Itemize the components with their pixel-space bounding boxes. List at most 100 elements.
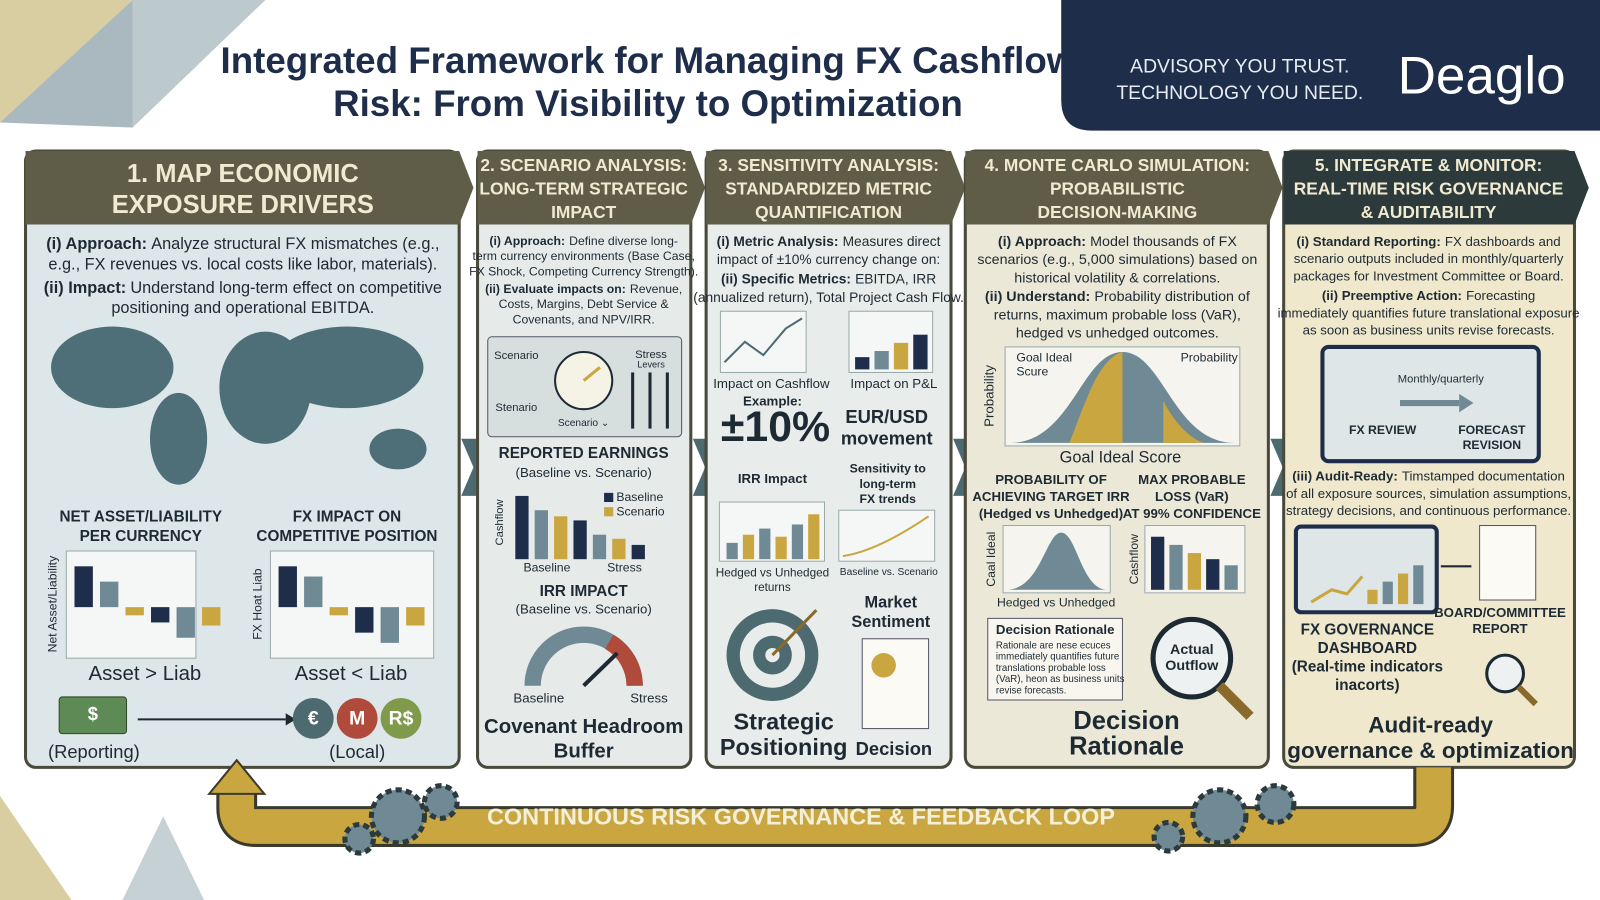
label: (VaR), heon as business units xyxy=(996,674,1125,685)
label: (Baseline vs. Scenario) xyxy=(516,465,652,480)
label: Decision xyxy=(856,738,933,759)
item-line: positioning and operational EBITDA. xyxy=(111,299,374,317)
label: returns xyxy=(754,581,791,594)
loop-label: CONTINUOUS RISK GOVERNANCE & FEEDBACK LO… xyxy=(487,804,1115,830)
decoration xyxy=(1206,559,1220,590)
item-text: positioning and operational EBITDA. xyxy=(111,299,374,317)
panel-heading: EXPOSURE DRIVERS xyxy=(112,191,374,219)
item-text: of all exposure sources, simulation assu… xyxy=(1286,485,1571,500)
label: Rationale xyxy=(1069,733,1184,761)
label: Probability xyxy=(1181,350,1239,364)
item-line: (i) Standard Reporting: FX dashboards and xyxy=(1297,233,1561,248)
decoration xyxy=(1169,544,1183,590)
label: NET ASSET/LIABILITY xyxy=(60,508,223,525)
decoration xyxy=(808,514,820,560)
item-text: FX dashboards and xyxy=(1445,233,1561,248)
dial-needle xyxy=(582,366,601,382)
item-label: (i) Approach: xyxy=(46,235,147,253)
magnifier xyxy=(1150,616,1234,700)
currency-icon xyxy=(380,697,422,739)
item-line: (ii) Preemptive Action: Forecasting xyxy=(1322,287,1535,302)
decoration xyxy=(874,351,889,370)
label: Positioning xyxy=(720,734,848,760)
label: € xyxy=(308,708,319,730)
label: MAX PROBABLE xyxy=(1138,472,1246,487)
label: long-term xyxy=(860,477,917,491)
label: REVISION xyxy=(1463,438,1522,452)
panel-heading: IMPACT xyxy=(551,202,617,222)
magnifier-handle xyxy=(1516,684,1538,707)
label: (Real-time indicators xyxy=(1292,658,1443,675)
decoration xyxy=(534,510,548,560)
chart-frame xyxy=(719,310,807,373)
label: BOARD/COMMITTEE xyxy=(1434,605,1566,620)
label: R$ xyxy=(389,708,414,730)
item-line: Costs, Margins, Debt Service & xyxy=(499,297,669,311)
gear xyxy=(421,783,460,821)
label: Buffer xyxy=(554,740,614,762)
panel-header xyxy=(1283,151,1589,225)
label: FX GOVERNANCE xyxy=(1301,622,1434,639)
item-text: packages for Investment Committee or Boa… xyxy=(1293,268,1563,283)
title: Risk: From Visibility to Optimization xyxy=(333,83,963,124)
decoration xyxy=(132,0,266,128)
label: Sensitivity to xyxy=(850,462,926,476)
decoration xyxy=(151,607,170,623)
label: Baseline xyxy=(513,690,564,705)
decoration xyxy=(1382,581,1393,605)
item-text: Understand long-term effect on competiti… xyxy=(130,279,442,297)
item-line: term currency environments (Base Case, xyxy=(473,249,695,263)
label: immediately quantifies future xyxy=(996,652,1119,663)
label: Goal Ideal xyxy=(1016,350,1072,364)
item-line: e.g., FX revenues vs. local costs like l… xyxy=(48,256,437,274)
target-arrow xyxy=(771,609,818,657)
decoration xyxy=(1397,573,1409,605)
decoration xyxy=(0,0,133,128)
item-text: immediately quantifies future translatio… xyxy=(1278,305,1580,320)
decoration xyxy=(791,524,804,560)
decoration xyxy=(742,534,755,560)
label: Impact on Cashflow xyxy=(713,376,830,391)
decoration xyxy=(304,576,323,608)
decoration xyxy=(631,544,645,560)
label: governance & optimization xyxy=(1287,738,1574,763)
item-line: (ii) Specific Metrics: EBITDA, IRR xyxy=(721,271,936,286)
label: REPORTED EARNINGS xyxy=(499,445,669,462)
label: $ xyxy=(88,703,98,724)
decoration xyxy=(726,542,738,560)
brand-banner xyxy=(1061,0,1600,131)
decoration xyxy=(406,607,425,626)
item-text: EBITDA, IRR xyxy=(855,271,936,286)
label: Caal Ideal xyxy=(984,532,998,587)
decoration xyxy=(329,607,348,616)
panel-heading: STANDARDIZED METRIC xyxy=(725,178,932,198)
item-label: (i) Standard Reporting: xyxy=(1297,233,1441,248)
item-line: (ii) Understand: Probability distribution… xyxy=(985,289,1250,305)
magnifier-handle xyxy=(1215,682,1254,720)
item-line: FX Shock, Competing Currency Strength). xyxy=(469,265,698,279)
gear xyxy=(368,787,428,846)
label: Scenario xyxy=(616,504,664,518)
decoration xyxy=(202,607,221,626)
panel-heading: 3. SENSITIVITY ANALYSIS: xyxy=(718,155,939,175)
panel-heading: 5. INTEGRATE & MONITOR: xyxy=(1315,155,1543,175)
item-text: Model thousands of FX xyxy=(1090,234,1237,250)
arrow-head xyxy=(1459,393,1474,413)
item-line: scenario outputs included in monthly/qua… xyxy=(1294,251,1564,266)
decoration xyxy=(1187,553,1202,590)
label: Decision Rationale xyxy=(996,622,1115,637)
label: (Local) xyxy=(329,741,385,762)
decoration xyxy=(100,581,119,608)
decoration xyxy=(1151,536,1165,590)
label: Sentiment xyxy=(851,613,930,631)
item-label: (ii) Evaluate impacts on: xyxy=(485,282,626,296)
panel-heading: REAL-TIME RISK GOVERNANCE xyxy=(1294,178,1564,198)
tagline: TECHNOLOGY YOU NEED. xyxy=(1116,82,1363,104)
item-text: scenario outputs included in monthly/qua… xyxy=(1294,251,1564,266)
item-line: packages for Investment Committee or Boa… xyxy=(1293,268,1563,283)
bell-curve xyxy=(1006,532,1108,590)
item-label: (ii) Impact: xyxy=(44,279,126,297)
item-line: (iii) Audit-Ready: Timstamped documentati… xyxy=(1292,468,1565,483)
